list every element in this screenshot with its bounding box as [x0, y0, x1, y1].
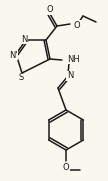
Text: O: O [63, 163, 69, 172]
Text: O: O [47, 5, 53, 14]
Text: N: N [21, 35, 27, 43]
Text: NH: NH [67, 54, 80, 64]
Text: O: O [74, 20, 81, 30]
Text: N: N [67, 71, 73, 81]
Text: S: S [18, 73, 24, 83]
Text: N': N' [9, 50, 17, 60]
